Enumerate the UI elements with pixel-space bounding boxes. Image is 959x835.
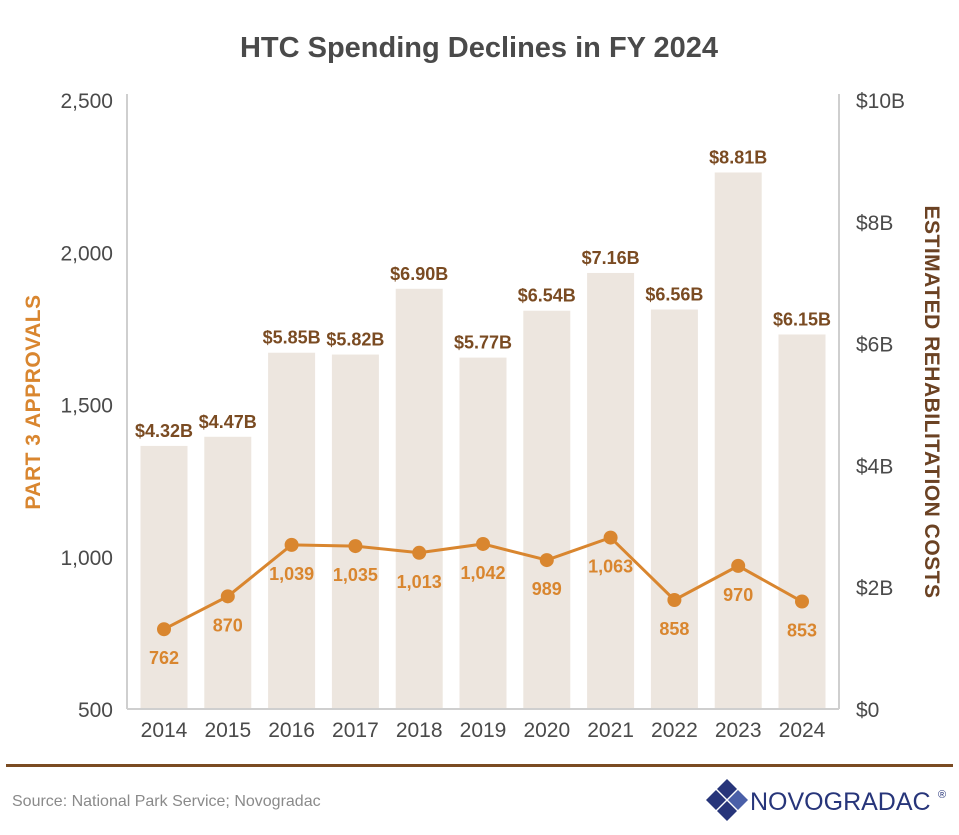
right-tick-label: $10B [856, 90, 905, 113]
point-value-label: 858 [659, 619, 689, 639]
logo-text: NOVOGRADAC [750, 788, 931, 816]
right-tick-label: $8B [856, 212, 893, 235]
logo-diamond [706, 790, 726, 810]
bar-value-label: $5.85B [263, 328, 321, 348]
left-tick-label: 2,500 [60, 90, 113, 113]
approvals-point-2020 [539, 553, 554, 568]
left-tick-label: 1,500 [60, 395, 113, 418]
source-note: Source: National Park Service; Novograda… [12, 793, 321, 810]
bar-2023 [714, 172, 762, 709]
approvals-point-2022 [667, 592, 682, 607]
footer-divider [6, 764, 953, 767]
chart-title: HTC Spending Declines in FY 2024 [240, 32, 718, 64]
right-axis-ticks: $0 $2B $4B $6B $8B $10B [856, 90, 905, 722]
bar-value-label: $5.82B [326, 330, 384, 350]
left-tick-label: 1,000 [60, 547, 113, 570]
x-tick-label: 2020 [523, 719, 570, 742]
x-tick-label: 2022 [651, 719, 698, 742]
point-value-label: 1,035 [333, 565, 378, 585]
bar-value-label: $4.47B [199, 412, 257, 432]
x-tick-label: 2021 [587, 719, 634, 742]
bar-series [140, 172, 826, 709]
bar-2016 [268, 352, 316, 709]
point-value-label: 1,063 [588, 557, 633, 577]
bar-2022 [650, 309, 698, 709]
bar-2020 [523, 310, 571, 709]
right-tick-label: $2B [856, 577, 893, 600]
line-data-labels: 762 870 1,039 1,035 1,013 1,042 989 1,063 858 970… [149, 557, 817, 669]
approvals-point-2021 [603, 530, 618, 545]
point-value-label: 989 [532, 579, 562, 599]
right-tick-label: $6B [856, 334, 893, 357]
bar-2017 [331, 354, 379, 709]
approvals-point-2017 [348, 539, 363, 554]
bar-value-label: $8.81B [709, 147, 767, 167]
bar-2014 [140, 445, 188, 709]
point-value-label: 1,013 [397, 572, 442, 592]
bar-2018 [395, 288, 443, 709]
point-value-label: 1,039 [269, 564, 314, 584]
right-axis-title: ESTIMATED REHABILITATION COSTS [920, 206, 943, 599]
approvals-point-2016 [284, 537, 299, 552]
bar-value-label: $6.56B [645, 284, 703, 304]
bar-2015 [204, 436, 252, 709]
x-tick-label: 2023 [715, 719, 762, 742]
logo-diamond [717, 801, 737, 821]
bar-data-labels: $4.32B $4.47B $5.85B $5.82B $6.90B $5.77B $6.5… [135, 147, 831, 440]
point-value-label: 762 [149, 648, 179, 668]
x-tick-label: 2019 [460, 719, 507, 742]
approvals-point-2023 [731, 558, 746, 573]
approvals-point-2024 [795, 594, 809, 609]
bar-2024 [778, 334, 826, 709]
approvals-point-2019 [476, 536, 490, 551]
approvals-point-2015 [220, 589, 235, 604]
x-tick-label: 2018 [396, 719, 443, 742]
approvals-point-2014 [157, 622, 171, 637]
point-value-label: 870 [213, 615, 243, 635]
point-value-label: 1,042 [460, 563, 505, 583]
point-value-label: 853 [787, 621, 817, 641]
logo-diamond-icon [706, 779, 748, 821]
bar-value-label: $6.90B [390, 264, 448, 284]
logo-registered-mark: ® [938, 789, 946, 801]
right-tick-label: $0 [856, 699, 879, 722]
x-tick-label: 2017 [332, 719, 379, 742]
bar-value-label: $6.15B [773, 309, 831, 329]
bar-value-label: $5.77B [454, 333, 512, 353]
point-value-label: 970 [723, 585, 753, 605]
line-series [157, 530, 809, 637]
bar-2019 [459, 357, 507, 709]
x-tick-label: 2024 [779, 719, 826, 742]
right-tick-label: $4B [856, 455, 893, 478]
bar-2021 [587, 272, 635, 709]
approvals-point-2018 [412, 545, 427, 560]
axes [126, 94, 840, 710]
left-axis-title: PART 3 APPROVALS [22, 294, 45, 509]
left-tick-label: 2,000 [60, 242, 113, 265]
bar-value-label: $7.16B [582, 248, 640, 268]
logo-diamond [717, 779, 737, 799]
x-axis-ticks: 2014 2015 2016 2017 2018 2019 2020 2021 2022 2023… [141, 719, 826, 742]
bar-value-label: $4.32B [135, 421, 193, 441]
x-tick-label: 2015 [204, 719, 251, 742]
left-tick-label: 500 [78, 699, 113, 722]
logo-diamond [728, 790, 748, 810]
bar-value-label: $6.54B [518, 286, 576, 306]
x-tick-label: 2014 [141, 719, 188, 742]
x-tick-label: 2016 [268, 719, 315, 742]
left-axis-ticks: 500 1,000 1,500 2,000 2,500 [60, 90, 113, 722]
novogradac-logo: NOVOGRADAC ® [706, 779, 946, 821]
